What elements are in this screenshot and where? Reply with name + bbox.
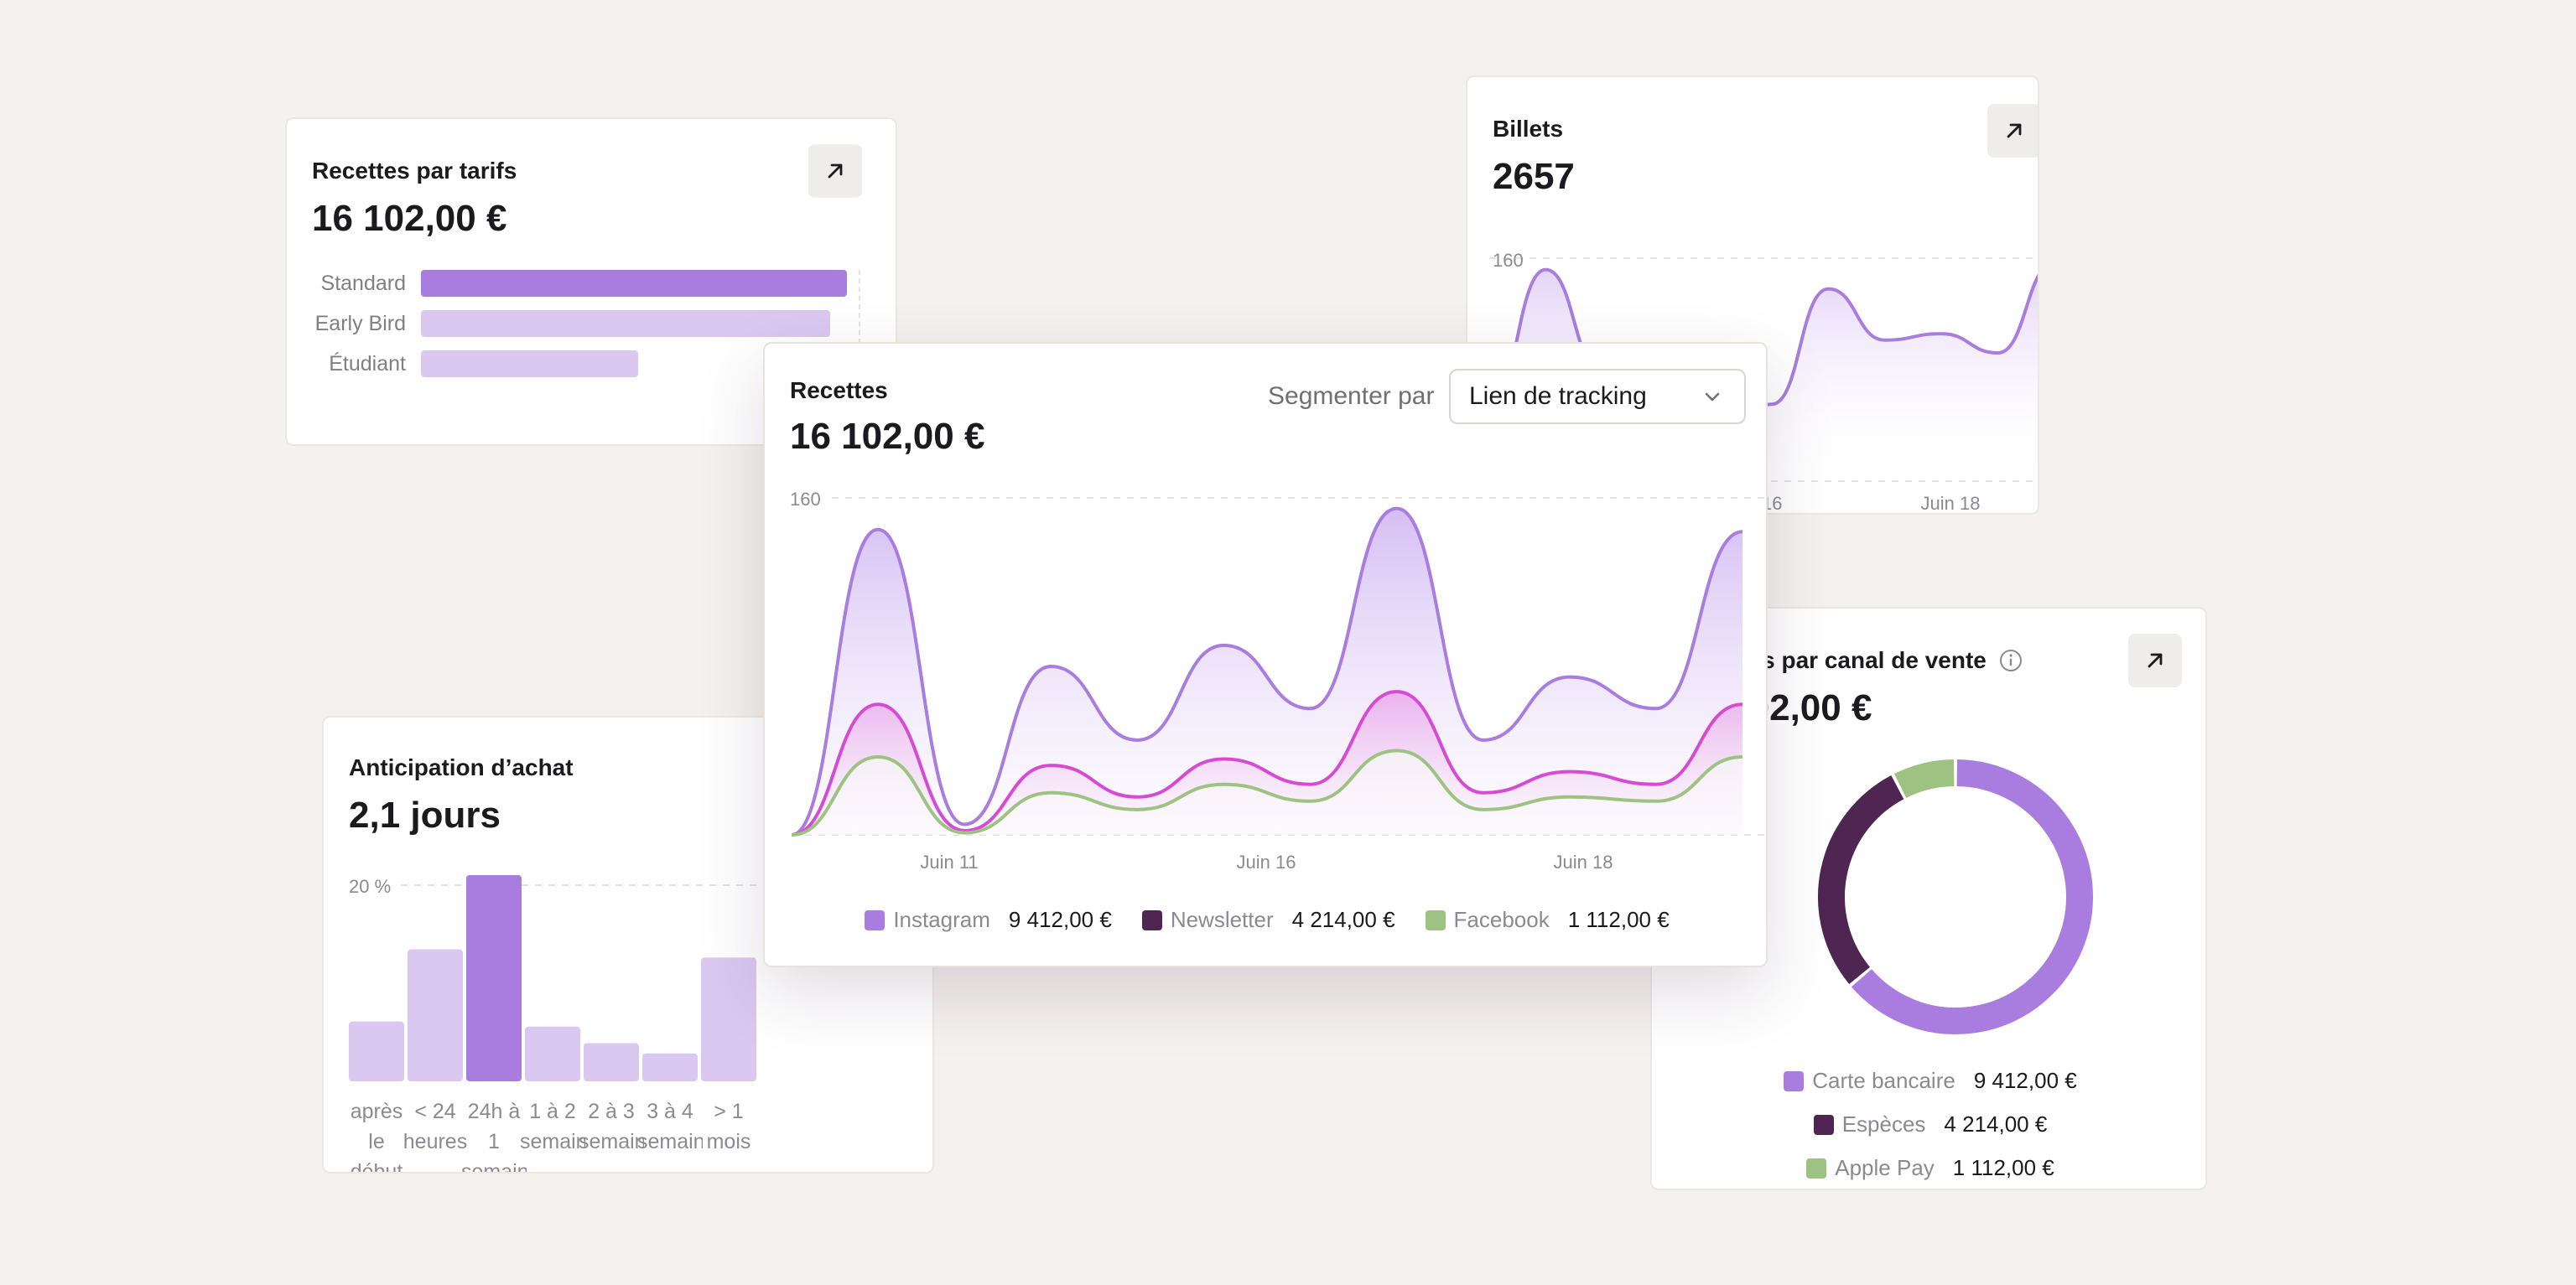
anticipation-category-label: < 24 heures (402, 1100, 468, 1153)
x-tick-label: Juin 18 (1554, 852, 1613, 873)
anticipation-category-label: après le début (350, 1100, 403, 1174)
recettes-area-chart: 160 Juin 11 Juin 16 Juin 18 (790, 489, 1766, 873)
card-recettes-par-tarifs: Recettes par tarifs 16 102,00 € Standard… (285, 117, 897, 446)
card-value: 16 102,00 € (790, 416, 985, 457)
card-title: Anticipation d’achat (349, 754, 574, 780)
anticipation-bar[interactable] (349, 1021, 404, 1081)
anticipation-category-label: 24h à 1 semaine (461, 1100, 527, 1174)
card-value: 16 102,00 € (312, 198, 507, 239)
legend-label: Espèces (1841, 1111, 1926, 1137)
legend-label: Carte bancaire (1812, 1068, 1955, 1093)
legend-value: 9 412,00 € (1973, 1068, 2077, 1093)
segment-dropdown-value: Lien de tracking (1469, 382, 1647, 410)
legend-swatch (1141, 909, 1162, 930)
legend-swatch (1813, 1114, 1834, 1135)
anticipation-bar-chart: 20 % (349, 875, 932, 1081)
legend-swatch (1784, 1070, 1805, 1091)
card-anticipation-achat: Anticipation d’achat 2,1 jours 20 % aprè… (322, 716, 934, 1174)
card-value: 2657 (1493, 156, 1575, 197)
expand-button[interactable] (808, 144, 862, 198)
recettes-legend-item: Facebook 1 112,00 € (1425, 907, 1670, 933)
segment-label: Segmenter par (1268, 382, 1435, 410)
y-tick-label: 160 (1493, 250, 1524, 271)
tarif-bar[interactable] (421, 310, 830, 337)
segment-dropdown[interactable]: Lien de tracking (1449, 369, 1746, 424)
arrow-up-right-icon (828, 163, 843, 179)
card-title: Recettes par tarifs (312, 158, 517, 184)
legend-value: 1 112,00 € (1952, 1155, 2054, 1180)
legend-label: Instagram (893, 907, 990, 932)
tarif-bar[interactable] (421, 350, 639, 377)
canal-legend-item: Espèces 4 214,00 € (1652, 1111, 2205, 1137)
tarif-bar[interactable] (421, 270, 847, 297)
card-title: Billets (1493, 116, 1564, 142)
y-tick-label: 160 (790, 489, 821, 510)
x-tick-label: Juin 18 (1921, 493, 1981, 514)
legend-value: 9 412,00 € (1008, 907, 1112, 932)
anticipation-bar[interactable] (466, 875, 522, 1081)
recettes-legend: Instagram 9 412,00 € Newsletter 4 214,00 € F… (765, 907, 1766, 933)
legend-value: 1 112,00 € (1567, 907, 1670, 932)
canal-donut-chart (1818, 759, 2093, 1034)
legend-swatch (865, 909, 886, 930)
anticipation-bar[interactable] (408, 949, 463, 1081)
card-value: 2,1 jours (349, 795, 501, 836)
series-line[interactable] (791, 506, 1743, 837)
donut-slice[interactable] (1893, 759, 1955, 799)
expand-button[interactable] (2128, 634, 2182, 687)
legend-label: Facebook (1453, 907, 1550, 932)
anticipation-category-label: 1 à 2 semaines (520, 1100, 585, 1153)
series-line[interactable] (791, 690, 1743, 837)
legend-value: 4 214,00 € (1291, 907, 1395, 932)
legend-value: 4 214,00 € (1944, 1111, 2048, 1137)
canal-legend-item: Carte bancaire 9 412,00 € (1652, 1068, 2205, 1094)
info-icon[interactable] (1998, 648, 2023, 673)
x-tick-label: Juin 11 (920, 852, 978, 873)
tarif-label: Standard (320, 272, 406, 295)
series-line[interactable] (791, 749, 1743, 837)
anticipation-bar[interactable] (584, 1043, 639, 1081)
anticipation-category-label: 3 à 4 semaines (637, 1100, 703, 1153)
x-tick-label: Juin 16 (1237, 852, 1296, 873)
chart-guide-line (859, 270, 860, 412)
card-title: Recettes (790, 377, 888, 403)
legend-label: Newsletter (1170, 907, 1274, 932)
card-recettes: Recettes 16 102,00 € Segmenter par Lien … (763, 342, 1768, 967)
recettes-legend-item: Newsletter 4 214,00 € (1141, 907, 1395, 933)
legend-label: Apple Pay (1835, 1155, 1935, 1180)
legend-swatch (1806, 1158, 1827, 1179)
donut-slice[interactable] (1851, 759, 2093, 1034)
series-area (792, 508, 1742, 835)
anticipation-bar[interactable] (701, 957, 756, 1081)
anticipation-bar[interactable] (642, 1053, 698, 1081)
legend-swatch (1425, 909, 1446, 930)
canal-legend-item: Apple Pay 1 112,00 € (1652, 1155, 2205, 1181)
tarif-label: Étudiant (329, 352, 406, 376)
arrow-up-right-icon (2007, 123, 2022, 138)
tarif-label: Early Bird (314, 312, 406, 335)
expand-button[interactable] (1987, 104, 2038, 158)
anticipation-category-label: 2 à 3 semaines (579, 1100, 644, 1153)
y-tick-label: 20 % (349, 876, 391, 897)
donut-slice[interactable] (1818, 775, 1904, 985)
anticipation-category-label: > 1 mois (706, 1100, 751, 1153)
chevron-down-icon (1705, 392, 1720, 402)
recettes-legend-item: Instagram 9 412,00 € (865, 907, 1112, 933)
arrow-up-right-icon (2148, 653, 2163, 668)
anticipation-bar[interactable] (525, 1026, 580, 1081)
